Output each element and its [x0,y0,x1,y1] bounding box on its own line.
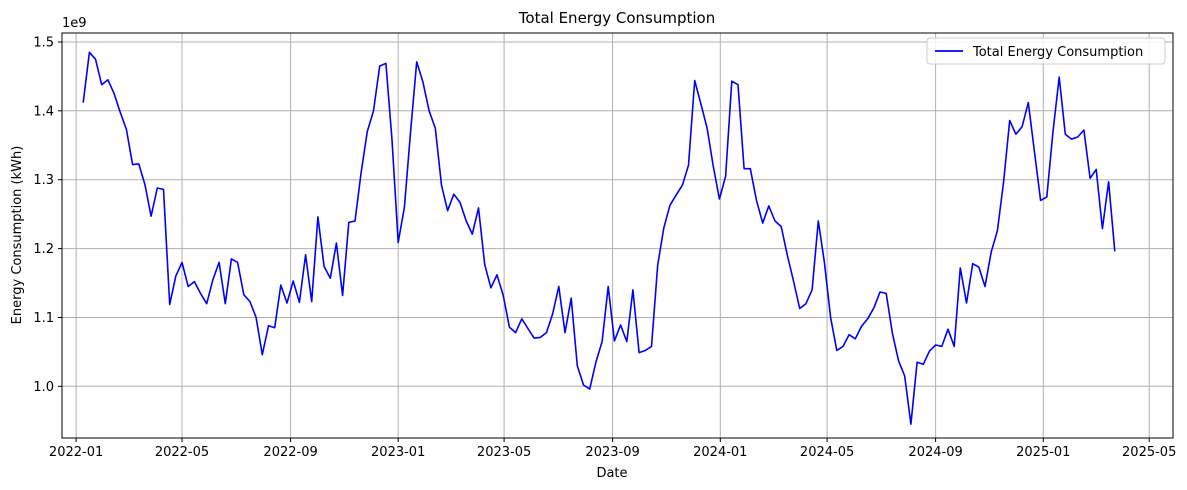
y-tick-label: 1.2 [33,242,54,257]
y-tick-label: 1.0 [33,380,54,395]
y-tick-label: 1.4 [33,104,54,119]
legend-box [926,37,1166,65]
y-axis-label: Energy Consumption (kWh) [10,146,25,325]
grid-lines [62,33,1173,438]
x-tick-label: 2022-05 [155,445,209,460]
y-axis-ticks: 1.0 1.1 1.2 1.3 1.4 1.5 [33,36,62,395]
x-tick-label: 2024-05 [800,445,854,460]
x-tick-label: 2024-09 [908,445,962,460]
plot-frame [61,32,1174,439]
x-axis-ticks: 2022-01 2022-05 2022-09 2023-01 2023-05 2023-… [49,438,1176,460]
x-tick-label: 2025-01 [1016,445,1070,460]
series-line-total-energy-consumption [82,51,1116,425]
chart-title: Total Energy Consumption [518,9,715,27]
y-tick-label: 1.3 [33,173,54,188]
x-axis-label: Date [596,466,627,481]
legend-label: Total Energy Consumption [972,45,1143,60]
y-offset-label: 1e9 [62,16,87,31]
legend: Total Energy Consumption [926,37,1166,65]
x-tick-label: 2023-09 [585,445,639,460]
x-tick-label: 2024-01 [693,445,747,460]
x-tick-label: 2023-01 [371,445,425,460]
y-tick-label: 1.5 [33,36,54,51]
x-tick-label: 2025-05 [1122,445,1176,460]
x-tick-label: 2022-09 [263,445,317,460]
y-tick-label: 1.1 [33,311,54,326]
x-tick-label: 2023-05 [477,445,531,460]
x-tick-label: 2022-01 [49,445,103,460]
